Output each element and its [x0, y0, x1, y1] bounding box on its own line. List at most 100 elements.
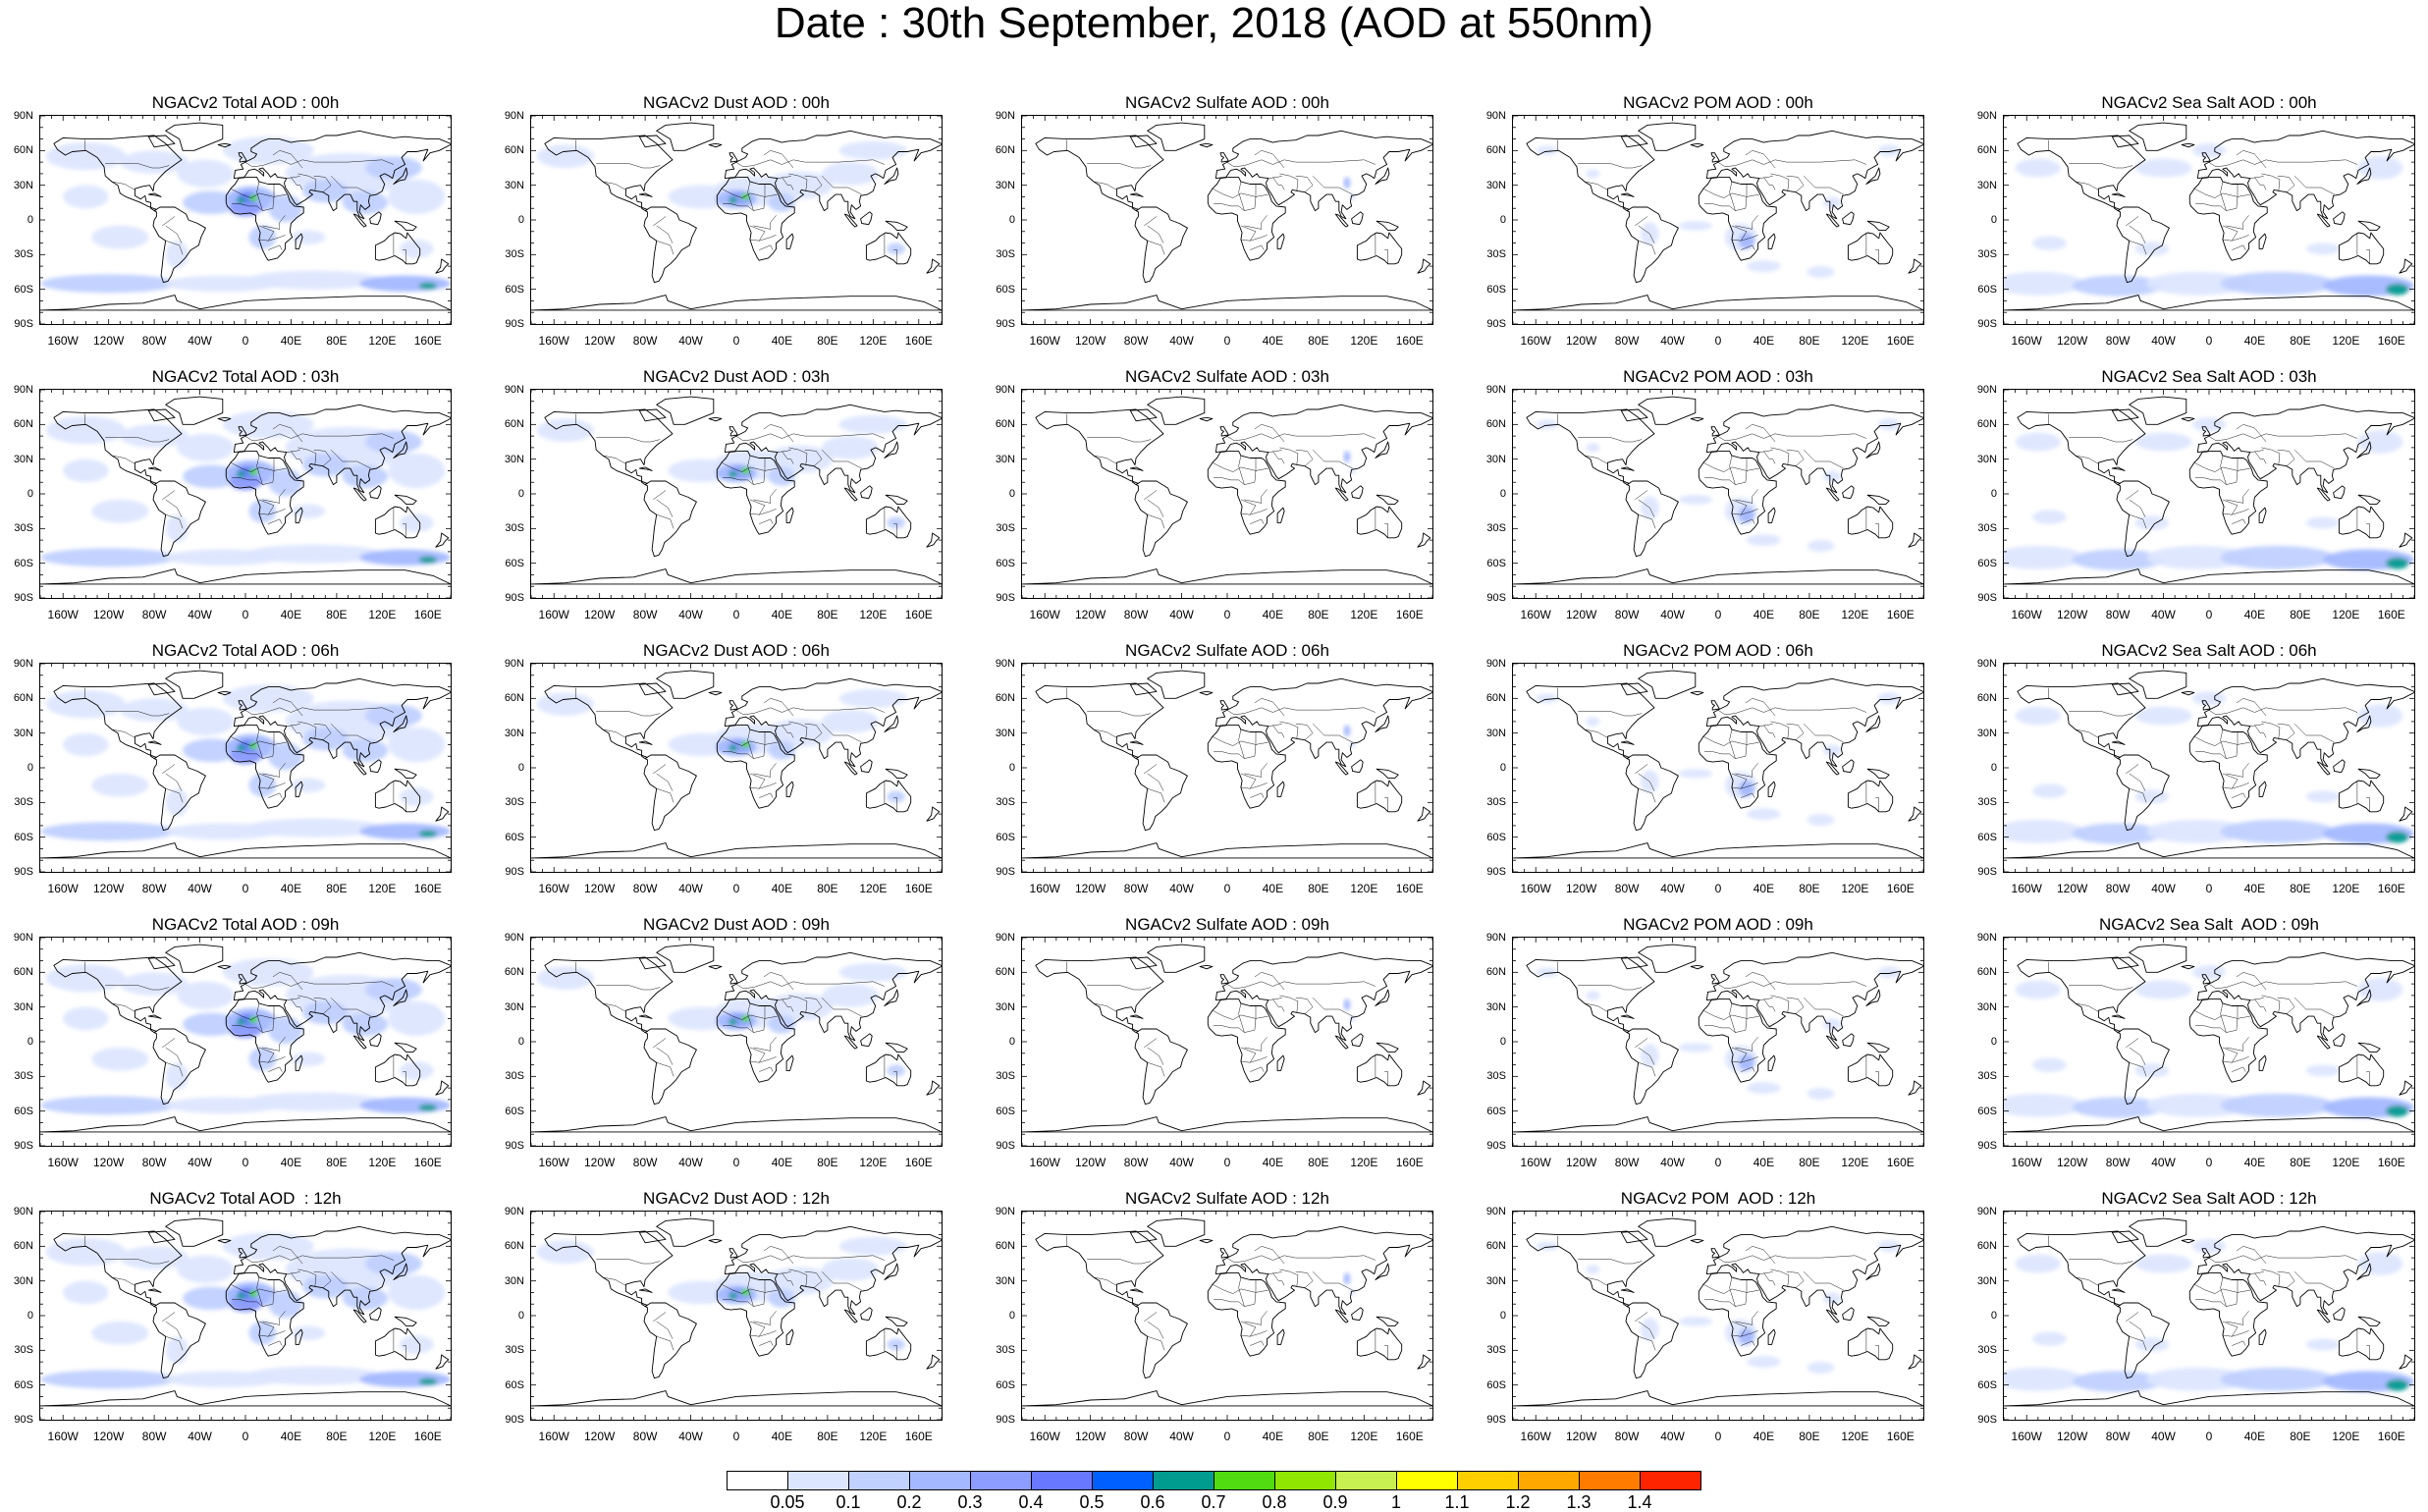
coastline-madagascar	[295, 507, 303, 523]
coastline-africa	[225, 450, 304, 535]
country-border	[1250, 1056, 1268, 1063]
lat-label: 60S	[14, 283, 33, 296]
lon-label: 40W	[2151, 608, 2176, 621]
coastline-nzealand	[435, 532, 450, 548]
country-border	[105, 711, 170, 717]
coastline-madagascar	[1767, 233, 1776, 249]
aod-field-blob	[1343, 999, 1351, 1011]
country-border	[759, 509, 777, 515]
coastline-africa	[716, 724, 795, 809]
country-border	[403, 249, 406, 264]
aod-field-blob	[1343, 451, 1351, 463]
lon-label: 160E	[413, 608, 442, 621]
map-frame	[39, 389, 452, 599]
country-border	[893, 249, 897, 264]
aod-field-blob	[2220, 1368, 2335, 1391]
world-map	[2004, 390, 2414, 598]
country-border	[2236, 424, 2267, 443]
country-border	[268, 1066, 283, 1072]
lon-label: 0	[1714, 334, 1722, 348]
lon-label: 40E	[2243, 1156, 2266, 1169]
country-border	[1254, 972, 1285, 991]
aod-field-blob	[765, 719, 834, 747]
country-border	[777, 1270, 791, 1274]
lon-label: 40W	[1660, 1430, 1685, 1443]
country-border	[656, 240, 674, 255]
aod-field-blob	[2032, 1331, 2067, 1346]
aod-field-blob	[2072, 275, 2164, 297]
country-border	[1741, 244, 1755, 250]
country-border	[788, 1269, 808, 1287]
coastline-cuba	[638, 466, 653, 471]
aod-field-blob	[236, 196, 245, 204]
lat-label: 90N	[995, 384, 1015, 396]
country-border	[721, 188, 766, 211]
lon-label: 160W	[2011, 882, 2042, 895]
country-border	[230, 1009, 275, 1033]
lon-label: 80E	[1308, 1156, 1329, 1169]
lon-label: 80E	[326, 608, 348, 621]
coastline-cuba	[638, 192, 653, 197]
coastline-eurasia	[1214, 677, 1432, 768]
lon-label: 40W	[1660, 334, 1685, 348]
map-frame	[1512, 1211, 1924, 1421]
country-border	[747, 1003, 754, 1033]
lon-label: 120E	[859, 608, 888, 621]
aod-field-blob	[120, 1246, 189, 1269]
coastline-eurasia	[1705, 1225, 1923, 1316]
lon-label: 0	[242, 882, 249, 895]
lat-label: 60S	[996, 557, 1015, 569]
map-panel-total-03h: NGACv2 Total AOD : 03h 90N 60N 30N 0 30S 60S 90…	[0, 367, 471, 639]
lon-label: 160E	[904, 1156, 933, 1169]
country-border	[2277, 723, 2295, 740]
coastline-antarctica	[40, 1390, 451, 1407]
coastline-africa	[1698, 450, 1777, 535]
coastline-greenland	[1638, 122, 1697, 151]
aod-field-blob	[2134, 1254, 2192, 1273]
coastline-iceland	[2181, 1238, 2195, 1244]
country-border	[2193, 461, 2239, 485]
aod-field-blob	[388, 1274, 446, 1311]
lat-label: 0	[1990, 214, 1997, 226]
colorbar-swatch	[1396, 1471, 1458, 1490]
lon-label: 0	[1714, 608, 1722, 621]
lon-label: 120W	[92, 608, 125, 621]
coastline-samerica	[643, 754, 697, 832]
lat-label: 30S	[14, 796, 33, 809]
country-border	[2293, 450, 2335, 469]
colorbar-label: 0.8	[1262, 1492, 1287, 1512]
lat-label: 30S	[14, 1344, 33, 1357]
coastline-sumatra	[1334, 761, 1349, 776]
lon-label: 80W	[1614, 334, 1640, 348]
lon-label: 120E	[1350, 1430, 1378, 1443]
aod-field-blob	[359, 1371, 451, 1387]
panel-title: NGACv2 Sulfate AOD : 09h	[1125, 915, 1329, 934]
country-border	[313, 997, 332, 1014]
coastline-antarctica	[531, 1116, 942, 1133]
country-border	[1746, 193, 1759, 197]
coastline-antarctica	[1513, 842, 1923, 859]
coastline-iceland	[1690, 1238, 1704, 1244]
coastline-namerica	[1526, 408, 1655, 486]
aod-field-blob	[248, 1047, 277, 1071]
world-map	[1022, 938, 1432, 1146]
country-border	[162, 216, 176, 227]
lon-label: 80W	[1123, 334, 1149, 348]
lon-label: 80E	[2290, 608, 2311, 621]
lat-label: 60N	[504, 1240, 524, 1253]
aod-field-blob	[1536, 967, 1559, 977]
coastline-samerica	[643, 480, 697, 558]
coastline-cuba	[638, 1288, 653, 1293]
coastline-namerica	[2017, 135, 2146, 212]
lon-label: 160E	[1886, 334, 1915, 348]
panel-title: NGACv2 Total AOD : 09h	[151, 915, 340, 934]
lon-label: 80W	[632, 608, 658, 621]
aod-field-blob	[183, 1286, 241, 1311]
country-border	[1875, 797, 1879, 812]
coastline-baffin	[638, 135, 667, 148]
country-border	[2254, 451, 2267, 464]
country-border	[1741, 1330, 1758, 1337]
coastline-britain	[1710, 152, 1720, 163]
coastline-eurasia	[724, 1225, 942, 1316]
aod-field-blob	[740, 1014, 750, 1022]
